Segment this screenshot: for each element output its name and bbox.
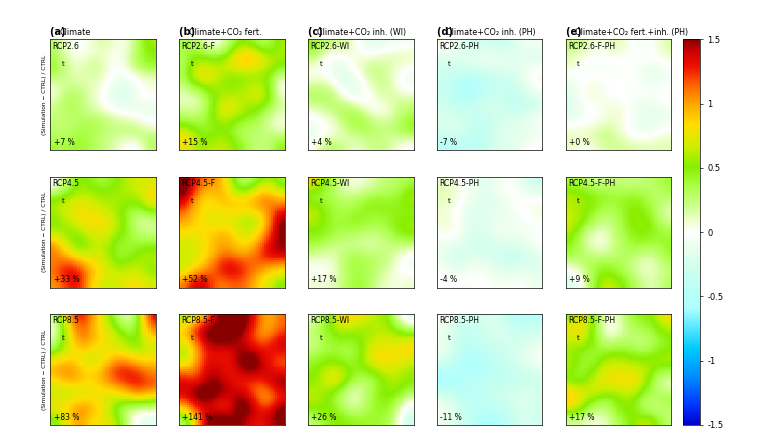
- Text: +26 %: +26 %: [311, 413, 337, 421]
- Text: +4 %: +4 %: [311, 138, 332, 147]
- Text: RCP2.6-PH: RCP2.6-PH: [439, 42, 479, 51]
- Text: RCP2.6-F: RCP2.6-F: [182, 42, 216, 51]
- Text: RCP8.5-PH: RCP8.5-PH: [439, 316, 479, 325]
- Text: (d): (d): [437, 27, 456, 37]
- Text: +83 %: +83 %: [54, 413, 79, 421]
- Text: +0 %: +0 %: [569, 138, 590, 147]
- Text: (a): (a): [50, 27, 69, 37]
- Text: (Simulation − CTRL) / CTRL: (Simulation − CTRL) / CTRL: [42, 192, 47, 272]
- Text: t: t: [577, 336, 580, 341]
- Text: t: t: [449, 61, 451, 67]
- Text: t: t: [62, 336, 64, 341]
- Text: -7 %: -7 %: [440, 138, 457, 147]
- Text: (c): (c): [308, 27, 326, 37]
- Text: Climate+CO₂ fert.+inh. (PH): Climate+CO₂ fert.+inh. (PH): [575, 28, 688, 37]
- Text: Climate: Climate: [60, 28, 91, 37]
- Text: (e): (e): [566, 27, 584, 37]
- Text: Climate+CO₂ inh. (WI): Climate+CO₂ inh. (WI): [317, 28, 407, 37]
- Text: t: t: [191, 61, 193, 67]
- Text: +52 %: +52 %: [182, 276, 208, 284]
- Text: t: t: [62, 61, 64, 67]
- Text: +33 %: +33 %: [54, 276, 79, 284]
- Text: RCP8.5-WI: RCP8.5-WI: [310, 316, 349, 325]
- Text: RCP4.5-F: RCP4.5-F: [182, 179, 216, 188]
- Text: (Simulation − CTRL) / CTRL: (Simulation − CTRL) / CTRL: [42, 55, 47, 135]
- Text: t: t: [62, 198, 64, 204]
- Text: t: t: [577, 198, 580, 204]
- Text: RCP4.5-F-PH: RCP4.5-F-PH: [568, 179, 615, 188]
- Text: +17 %: +17 %: [569, 413, 594, 421]
- Text: +7 %: +7 %: [54, 138, 74, 147]
- Text: t: t: [320, 198, 322, 204]
- Text: +9 %: +9 %: [569, 276, 590, 284]
- Text: Climate+CO₂ inh. (PH): Climate+CO₂ inh. (PH): [446, 28, 535, 37]
- Text: +141 %: +141 %: [182, 413, 213, 421]
- Text: t: t: [577, 61, 580, 67]
- Text: t: t: [320, 336, 322, 341]
- Text: t: t: [449, 336, 451, 341]
- Text: (b): (b): [179, 27, 199, 37]
- Text: t: t: [449, 198, 451, 204]
- Text: RCP8.5-F-PH: RCP8.5-F-PH: [568, 316, 615, 325]
- Text: RCP4.5-WI: RCP4.5-WI: [310, 179, 349, 188]
- Text: RCP4.5: RCP4.5: [53, 179, 80, 188]
- Text: +15 %: +15 %: [182, 138, 208, 147]
- Text: RCP4.5-PH: RCP4.5-PH: [439, 179, 479, 188]
- Text: RCP8.5-F: RCP8.5-F: [182, 316, 216, 325]
- Text: -4 %: -4 %: [440, 276, 457, 284]
- Text: RCP2.6-F-PH: RCP2.6-F-PH: [568, 42, 615, 51]
- Text: RCP8.5: RCP8.5: [53, 316, 79, 325]
- Text: RCP2.6: RCP2.6: [53, 42, 79, 51]
- Text: t: t: [191, 336, 193, 341]
- Text: (Simulation − CTRL) / CTRL: (Simulation − CTRL) / CTRL: [42, 329, 47, 410]
- Text: RCP2.6-WI: RCP2.6-WI: [310, 42, 349, 51]
- Text: Climate+CO₂ fert.: Climate+CO₂ fert.: [189, 28, 261, 37]
- Text: +17 %: +17 %: [311, 276, 337, 284]
- Text: t: t: [320, 61, 322, 67]
- Text: -11 %: -11 %: [440, 413, 462, 421]
- Text: t: t: [191, 198, 193, 204]
